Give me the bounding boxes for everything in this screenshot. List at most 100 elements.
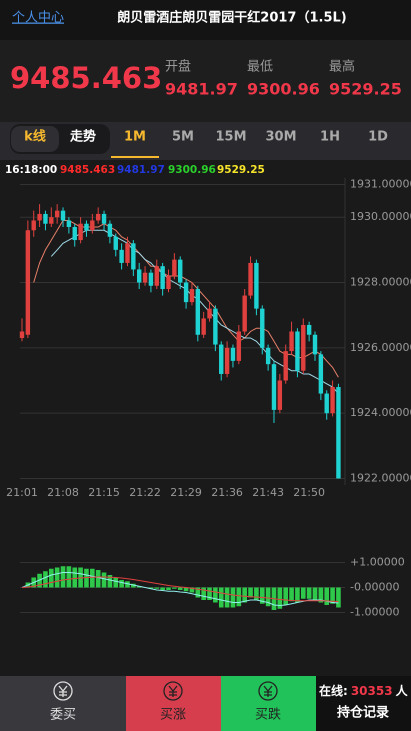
online-panel <box>316 676 411 731</box>
yen-icon <box>258 681 278 701</box>
info-value: 9485.463 <box>60 164 115 176</box>
button-bg <box>126 676 221 731</box>
tab-underline <box>111 156 159 158</box>
macd-bar <box>295 587 300 603</box>
buy-down-button[interactable]: 买跌 <box>255 707 281 723</box>
macd-bar <box>154 587 160 589</box>
y-tick-label: 1930.00000 <box>350 210 411 223</box>
candle-body <box>312 334 318 355</box>
macd-bar <box>177 587 183 590</box>
candle-body <box>49 217 54 224</box>
macd-bar <box>277 587 283 609</box>
macd-bar <box>60 566 66 588</box>
x-tick-label: 21:22 <box>129 486 161 499</box>
tab[interactable]: 5M <box>172 130 194 145</box>
macd-bar <box>289 587 294 602</box>
candle-body <box>37 213 42 221</box>
macd-bar <box>136 586 142 588</box>
candle-body <box>289 331 294 352</box>
candle-body <box>183 282 189 303</box>
tab[interactable]: 15M <box>215 130 246 145</box>
candle-body <box>207 308 212 319</box>
stat-value: 9529.25 <box>329 80 402 99</box>
tab[interactable]: 30M <box>265 130 296 145</box>
buy-up-button[interactable]: 买涨 <box>160 708 186 723</box>
y-tick-label: 1924.00000 <box>350 406 411 419</box>
macd-bar <box>101 572 107 588</box>
macd-bar <box>336 587 341 608</box>
online-text: 在线: 30353 人 <box>319 683 409 698</box>
candle-body <box>260 308 265 348</box>
stat-value: 9300.96 <box>247 80 320 99</box>
candle-body <box>142 272 148 283</box>
macd-bar <box>236 587 242 607</box>
tab[interactable]: 走势 <box>70 129 96 145</box>
x-tick-label: 21:01 <box>6 486 38 499</box>
user-link[interactable]: 个人中心 <box>12 11 64 26</box>
candle-body <box>166 275 171 290</box>
bid-button[interactable]: 委买 <box>50 708 76 723</box>
candle-body <box>54 210 60 218</box>
y-tick-label: +1.00000 <box>350 556 405 569</box>
macd-bar <box>166 587 171 590</box>
macd-bar <box>107 575 113 588</box>
y-tick-label: 1931.00000 <box>350 178 411 191</box>
macd-bar <box>66 566 72 588</box>
online-unit: 人 <box>396 683 409 698</box>
candle-body <box>25 230 31 335</box>
macd-bar <box>72 567 78 588</box>
x-tick-label: 21:08 <box>47 486 79 499</box>
macd-bar <box>218 587 224 608</box>
x-tick-label: 21:43 <box>252 486 284 499</box>
macd-bar <box>172 587 177 589</box>
x-tick-label: 21:15 <box>88 486 120 499</box>
macd-bar <box>330 587 335 604</box>
candle-body <box>195 289 200 335</box>
candle-body <box>43 213 48 224</box>
candle-body <box>31 220 36 231</box>
x-tick-label: 21:36 <box>211 486 243 499</box>
info-value: 16:18:00 <box>5 164 57 176</box>
candle-body <box>95 213 101 221</box>
candle-body <box>336 387 341 479</box>
y-tick-label: 1926.00000 <box>350 341 411 354</box>
positions-button[interactable]: 持仓记录 <box>337 705 389 721</box>
last-price: 9485.463 <box>10 61 162 95</box>
stat-value: 9481.97 <box>165 80 238 99</box>
online-label: 在线: <box>319 683 348 698</box>
stat-label: 最低 <box>247 60 273 75</box>
indicator-line <box>50 229 339 394</box>
yen-icon <box>163 681 183 701</box>
tab[interactable]: k线 <box>24 129 46 145</box>
macd-bar <box>131 583 136 588</box>
candle-body <box>254 262 259 309</box>
tab[interactable]: 1D <box>368 130 388 145</box>
candle-body <box>248 262 253 296</box>
y-tick-label: 1928.00000 <box>350 276 411 289</box>
candle-body <box>318 354 324 394</box>
tab[interactable]: 1H <box>320 130 340 145</box>
candle-body <box>277 380 283 410</box>
candle-body <box>137 269 142 283</box>
stat-label: 开盘 <box>165 59 191 75</box>
candle-body <box>90 220 95 231</box>
candle-body <box>242 295 247 332</box>
candle-body <box>306 324 312 335</box>
candle-body <box>119 249 124 263</box>
macd-bar <box>265 587 271 607</box>
stat-label: 最高 <box>329 59 355 75</box>
candle-body <box>213 308 218 345</box>
macd-bar <box>242 587 247 603</box>
candle-body <box>230 347 236 361</box>
macd-bar <box>49 568 54 588</box>
candle-body <box>60 210 66 221</box>
online-count: 30353 <box>351 684 393 698</box>
macd-bar <box>207 587 212 600</box>
macd-bar <box>113 577 119 588</box>
macd-bar <box>84 568 89 588</box>
tab[interactable]: 1M <box>124 130 146 145</box>
candle-body <box>330 387 335 414</box>
candle-body <box>66 220 72 227</box>
candle-body <box>154 266 159 286</box>
yen-icon <box>53 681 73 701</box>
